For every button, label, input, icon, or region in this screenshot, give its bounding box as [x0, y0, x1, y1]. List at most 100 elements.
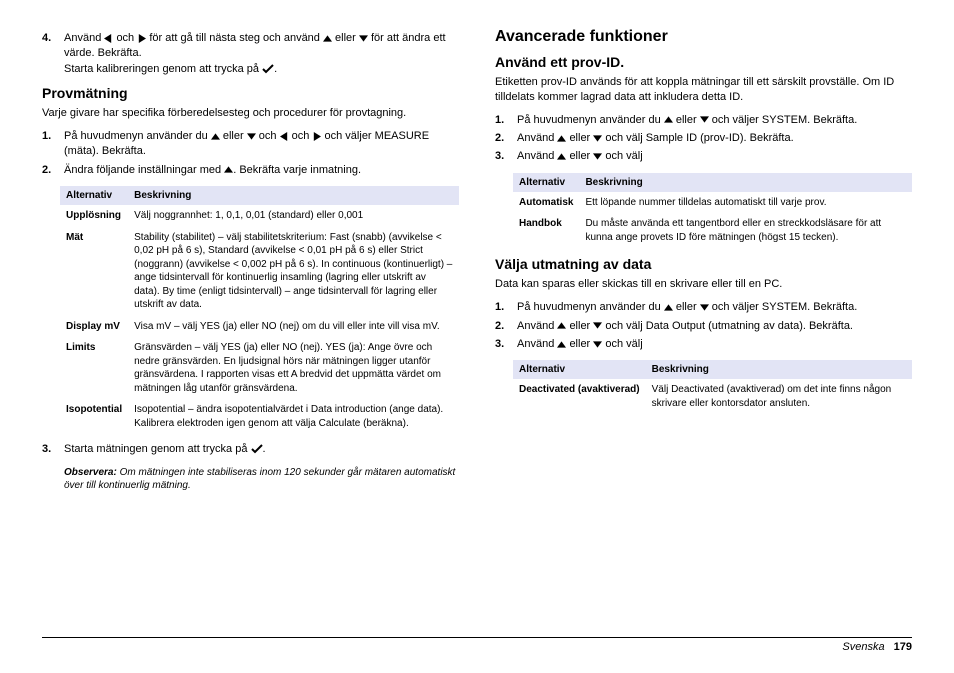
heading-prov-id: Använd ett prov-ID. [495, 54, 912, 70]
cell: Mät [60, 227, 128, 316]
col-header: Alternativ [513, 360, 646, 379]
text: eller [569, 338, 590, 350]
step4-list: 4. Använd och för att gå till nästa steg… [42, 31, 459, 77]
cell: Visa mV – välj YES (ja) eller NO (nej) o… [128, 316, 459, 338]
arrow-left-icon [280, 132, 289, 141]
right-column: Avancerade funktioner Använd ett prov-ID… [495, 28, 912, 629]
text: och [259, 130, 277, 142]
cell: Välj Deactivated (avaktiverad) om det in… [646, 379, 912, 414]
arrow-right-icon [312, 132, 321, 141]
prov-steps-3: 3. Starta mätningen genom att trycka på … [42, 442, 459, 457]
cell: Välj noggrannhet: 1, 0,1, 0,01 (standard… [128, 205, 459, 227]
arrow-up-icon [224, 166, 233, 173]
step-4: 4. Använd och för att gå till nästa steg… [42, 31, 459, 77]
footer-language: Svenska [842, 641, 884, 653]
arrow-up-icon [557, 153, 566, 160]
cell: Display mV [60, 316, 128, 338]
prov-step-3: 3. Starta mätningen genom att trycka på … [42, 442, 459, 457]
cell: Stability (stabilitet) – välj stabilitet… [128, 227, 459, 316]
cell: Handbok [513, 213, 579, 248]
text: och väljer SYSTEM. Bekräfta. [712, 114, 858, 126]
arrow-left-icon [104, 34, 113, 43]
pid-step-3: 3. Använd eller och välj [495, 149, 912, 164]
arrow-down-icon [700, 116, 709, 123]
note-text: Om mätningen inte stabiliseras inom 120 … [64, 467, 455, 492]
text: eller [676, 301, 697, 313]
arrow-up-icon [557, 135, 566, 142]
text: På huvudmenyn använder du [517, 114, 661, 126]
text: Starta kalibreringen genom att trycka på [64, 63, 259, 75]
prov-id-table: AlternativBeskrivning AutomatiskEtt löpa… [513, 173, 912, 249]
cell: Isopotential [60, 399, 128, 434]
text: eller [569, 150, 590, 162]
pid-step-1: 1. På huvudmenyn använder du eller och v… [495, 113, 912, 128]
text: Använd [517, 150, 554, 162]
arrow-down-icon [593, 341, 602, 348]
cell: Gränsvärden – välj YES (ja) eller NO (ne… [128, 337, 459, 399]
columns: 4. Använd och för att gå till nästa steg… [42, 28, 912, 629]
text: Använd [517, 338, 554, 350]
text: På huvudmenyn använder du [517, 301, 661, 313]
heading-advanced: Avancerade funktioner [495, 28, 912, 46]
text: eller [676, 114, 697, 126]
text: för att gå till nästa steg och använd [149, 32, 320, 44]
check-icon [262, 64, 274, 74]
text: . [274, 63, 277, 75]
prov-id-steps: 1. På huvudmenyn använder du eller och v… [495, 113, 912, 165]
prov-steps: 1. På huvudmenyn använder du eller och o… [42, 129, 459, 178]
page-footer: Svenska 179 [42, 637, 912, 653]
page-root: 4. Använd och för att gå till nästa steg… [0, 0, 954, 673]
arrow-up-icon [323, 35, 332, 42]
arrow-down-icon [593, 322, 602, 329]
text: och välj Sample ID (prov-ID). Bekräfta. [605, 132, 793, 144]
prov-options-table: AlternativBeskrivning UpplösningVälj nog… [60, 186, 459, 434]
text: På huvudmenyn använder du [64, 130, 208, 142]
text: Använd [517, 132, 554, 144]
note: Observera: Om mätningen inte stabilisera… [64, 466, 459, 493]
text: eller [569, 320, 590, 332]
prov-id-intro: Etiketten prov-ID används för att koppla… [495, 75, 912, 105]
arrow-up-icon [557, 341, 566, 348]
text: och välj [605, 338, 642, 350]
arrow-down-icon [247, 133, 256, 140]
out-step-3: 3. Använd eller och välj [495, 337, 912, 352]
data-output-table: AlternativBeskrivning Deactivated (avakt… [513, 360, 912, 414]
note-label: Observera: [64, 467, 117, 478]
text: eller [223, 130, 244, 142]
left-column: 4. Använd och för att gå till nästa steg… [42, 28, 459, 629]
arrow-up-icon [664, 304, 673, 311]
prov-intro: Varje givare har specifika förberedelses… [42, 106, 459, 121]
text: och [292, 130, 310, 142]
out-step-2: 2. Använd eller och välj Data Output (ut… [495, 319, 912, 334]
arrow-up-icon [211, 133, 220, 140]
footer-page-number: 179 [894, 641, 912, 653]
arrow-down-icon [700, 304, 709, 311]
arrow-up-icon [664, 116, 673, 123]
cell: Limits [60, 337, 128, 399]
text: Starta mätningen genom att trycka på [64, 443, 247, 455]
heading-provmatning: Provmätning [42, 85, 459, 101]
text: Använd [517, 320, 554, 332]
cell: Du måste använda ett tangentbord eller e… [579, 213, 912, 248]
prov-step-1: 1. På huvudmenyn använder du eller och o… [42, 129, 459, 160]
out-steps: 1. På huvudmenyn använder du eller och v… [495, 300, 912, 352]
cell: Automatisk [513, 192, 579, 214]
col-header: Beskrivning [646, 360, 912, 379]
cell: Ett löpande nummer tilldelas automatiskt… [579, 192, 912, 214]
text: och välj Data Output (utmatning av data)… [605, 320, 853, 332]
text: och väljer SYSTEM. Bekräfta. [712, 301, 858, 313]
heading-data-output: Välja utmatning av data [495, 256, 912, 272]
prov-step-2: 2. Ändra följande inställningar med . Be… [42, 163, 459, 178]
col-header: Beskrivning [579, 173, 912, 192]
text: Ändra följande inställningar med [64, 164, 221, 176]
text: eller [569, 132, 590, 144]
text: eller [335, 32, 356, 44]
col-header: Alternativ [60, 186, 128, 205]
arrow-down-icon [593, 153, 602, 160]
col-header: Beskrivning [128, 186, 459, 205]
col-header: Alternativ [513, 173, 579, 192]
pid-step-2: 2. Använd eller och välj Sample ID (prov… [495, 131, 912, 146]
out-intro: Data kan sparas eller skickas till en sk… [495, 277, 912, 292]
cell: Upplösning [60, 205, 128, 227]
cell: Isopotential – ändra isopotentialvärdet … [128, 399, 459, 434]
